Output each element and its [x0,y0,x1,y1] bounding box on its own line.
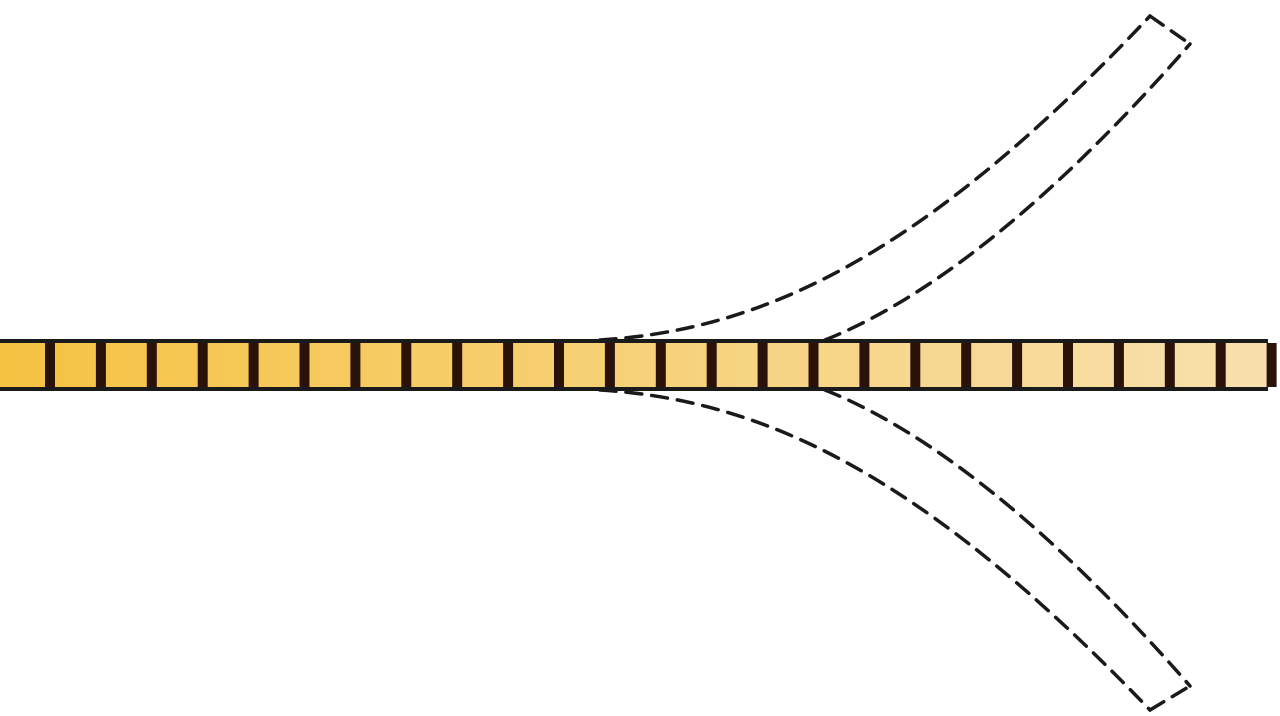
strip-divider [1012,343,1023,387]
strip-divider [859,343,870,387]
strip-divider [401,343,412,387]
strip-divider [706,343,717,387]
strip-divider [503,343,514,387]
upper-branch-end-cap [1148,14,1192,46]
strip-divider [350,343,361,387]
strip-body [0,341,1268,389]
strip-divider [1164,343,1175,387]
strip-divider [452,343,463,387]
strip-divider [1113,343,1124,387]
main-strip [0,339,1277,391]
strip-divider [197,343,208,387]
strip-divider [299,343,310,387]
strip-divider [554,343,564,387]
upper-dashed-branch [598,14,1192,342]
strip-divider [604,343,615,387]
lower-dashed-branch [598,388,1192,712]
lower-branch-outer-edge [823,388,1192,688]
strip-divider [1215,343,1226,387]
upper-branch-inner-edge [598,14,1152,342]
strip-divider [1063,343,1073,387]
strip-divider [757,343,768,387]
lower-branch-inner-edge [598,388,1152,712]
strip-divider [961,343,972,387]
lower-branch-end-cap [1148,684,1192,712]
strip-divider [248,343,259,387]
strip-divider [655,343,666,387]
strip-divider [95,343,106,387]
upper-branch-outer-edge [823,42,1192,342]
strip-dividers [45,343,1277,387]
strip-divider [808,343,819,387]
strip-divider [910,343,921,387]
strip-divider [146,343,157,387]
strip-divider [45,343,55,387]
strip-divider [1266,343,1277,387]
